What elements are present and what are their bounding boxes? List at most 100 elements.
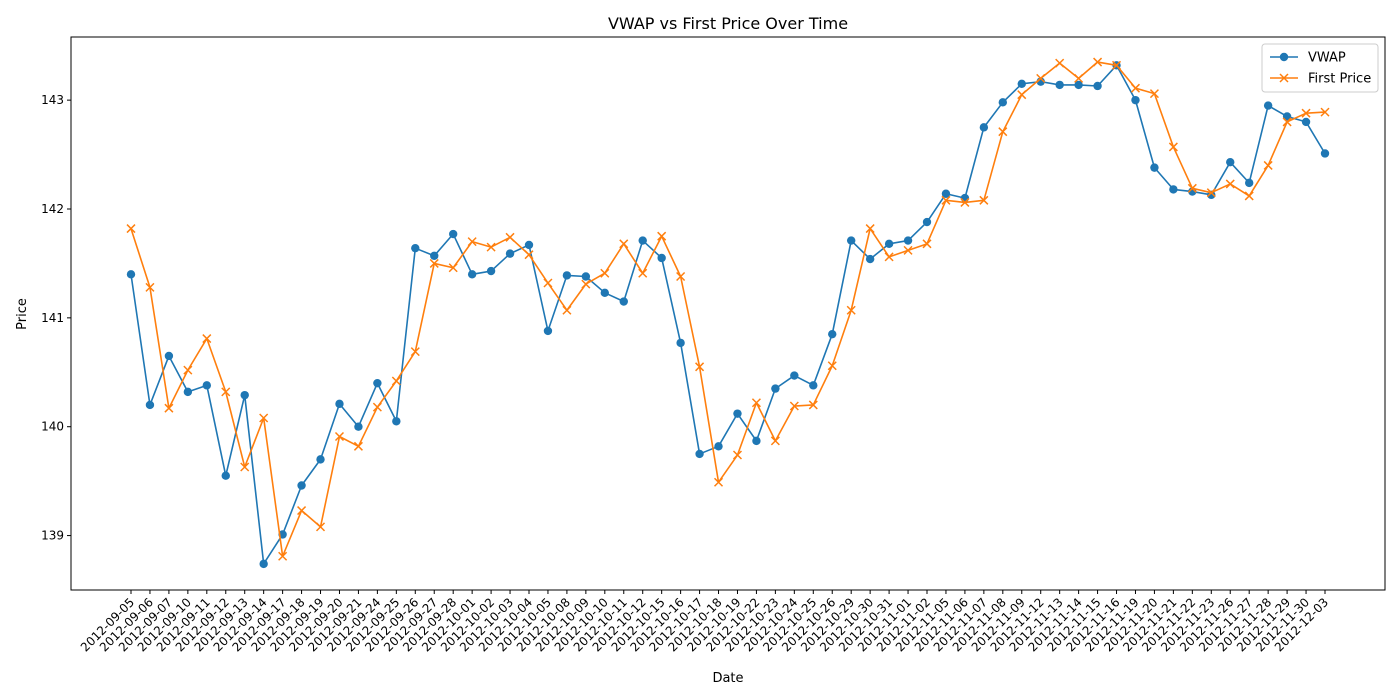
data-point xyxy=(429,258,439,268)
legend-item: First Price xyxy=(1270,72,1371,87)
data-point xyxy=(221,387,231,397)
data-point xyxy=(145,400,155,410)
data-point xyxy=(467,270,477,279)
series-line xyxy=(130,64,1326,565)
data-point xyxy=(1036,73,1046,83)
data-point xyxy=(979,195,989,205)
data-point xyxy=(411,243,420,253)
data-point xyxy=(903,245,913,255)
legend: VWAP First Price xyxy=(1261,43,1379,93)
data-point xyxy=(259,413,269,423)
data-point xyxy=(808,400,818,410)
data-point xyxy=(505,232,515,242)
legend-marker xyxy=(1279,52,1289,62)
data-point xyxy=(979,123,989,132)
data-point xyxy=(638,236,647,245)
data-point xyxy=(1149,89,1159,99)
data-point xyxy=(714,442,723,451)
data-point xyxy=(202,381,212,390)
plot-area xyxy=(126,57,1330,569)
data-point xyxy=(524,240,534,250)
data-point xyxy=(202,334,212,344)
data-point xyxy=(1074,73,1084,83)
y-axis: 139 140 141 142 143 xyxy=(41,93,71,543)
data-point xyxy=(884,252,894,262)
data-point xyxy=(1263,101,1273,110)
data-point xyxy=(410,347,420,357)
data-point xyxy=(790,371,799,380)
x-axis-label: Date xyxy=(712,671,743,686)
data-point xyxy=(505,249,515,258)
data-point xyxy=(297,506,307,516)
data-point xyxy=(809,381,818,390)
series-first-price xyxy=(126,57,1330,561)
data-point xyxy=(922,217,932,227)
data-point xyxy=(1130,83,1141,93)
data-point xyxy=(941,195,951,205)
data-point xyxy=(221,471,230,480)
data-point xyxy=(315,522,326,532)
data-point xyxy=(562,271,572,280)
data-point xyxy=(1168,142,1178,152)
data-point xyxy=(1093,57,1103,67)
data-point xyxy=(1225,179,1235,189)
data-point xyxy=(676,338,685,348)
data-point xyxy=(657,253,666,263)
data-point xyxy=(562,305,572,315)
data-point xyxy=(600,268,610,278)
data-point xyxy=(297,481,306,490)
data-point xyxy=(1301,117,1311,127)
series-vwap xyxy=(126,61,1330,569)
data-point xyxy=(1320,149,1330,158)
data-point xyxy=(998,127,1008,137)
data-point xyxy=(543,278,553,288)
data-point xyxy=(278,551,288,561)
data-point xyxy=(827,361,837,371)
data-point xyxy=(789,401,799,411)
data-point xyxy=(713,477,724,487)
data-point xyxy=(1017,90,1027,100)
data-point xyxy=(354,422,363,431)
data-point xyxy=(1244,191,1254,201)
legend-label: VWAP xyxy=(1308,51,1346,66)
data-point xyxy=(1169,185,1178,194)
data-point xyxy=(960,197,970,207)
data-point xyxy=(600,288,610,298)
data-point xyxy=(695,362,705,372)
data-point xyxy=(486,242,496,252)
data-point xyxy=(1301,108,1311,118)
data-point xyxy=(752,436,761,446)
data-point xyxy=(372,402,382,412)
y-tick-label: 142 xyxy=(41,202,64,216)
data-point xyxy=(941,189,951,198)
data-point xyxy=(676,271,686,282)
data-point xyxy=(391,376,401,386)
data-point xyxy=(619,297,628,306)
data-point xyxy=(392,417,401,426)
data-point xyxy=(1226,157,1235,167)
data-point xyxy=(638,268,648,278)
data-point xyxy=(619,239,629,249)
data-point xyxy=(145,282,155,292)
data-point xyxy=(240,390,249,400)
data-point xyxy=(1074,80,1083,90)
data-point xyxy=(183,387,193,397)
y-tick-label: 139 xyxy=(41,529,64,543)
y-tick-label: 141 xyxy=(41,311,64,325)
data-point xyxy=(335,399,344,409)
data-point xyxy=(846,305,856,315)
data-point xyxy=(259,559,268,569)
data-point xyxy=(164,351,174,361)
data-point xyxy=(1055,58,1065,68)
data-point xyxy=(1150,163,1159,172)
data-point xyxy=(581,272,591,281)
data-point xyxy=(334,431,345,442)
data-point xyxy=(126,224,136,234)
data-point xyxy=(448,229,458,239)
data-point xyxy=(732,450,743,460)
legend-marker xyxy=(1279,73,1289,83)
legend-item: VWAP xyxy=(1270,51,1346,66)
data-point xyxy=(1187,183,1197,193)
data-point xyxy=(1263,160,1273,170)
